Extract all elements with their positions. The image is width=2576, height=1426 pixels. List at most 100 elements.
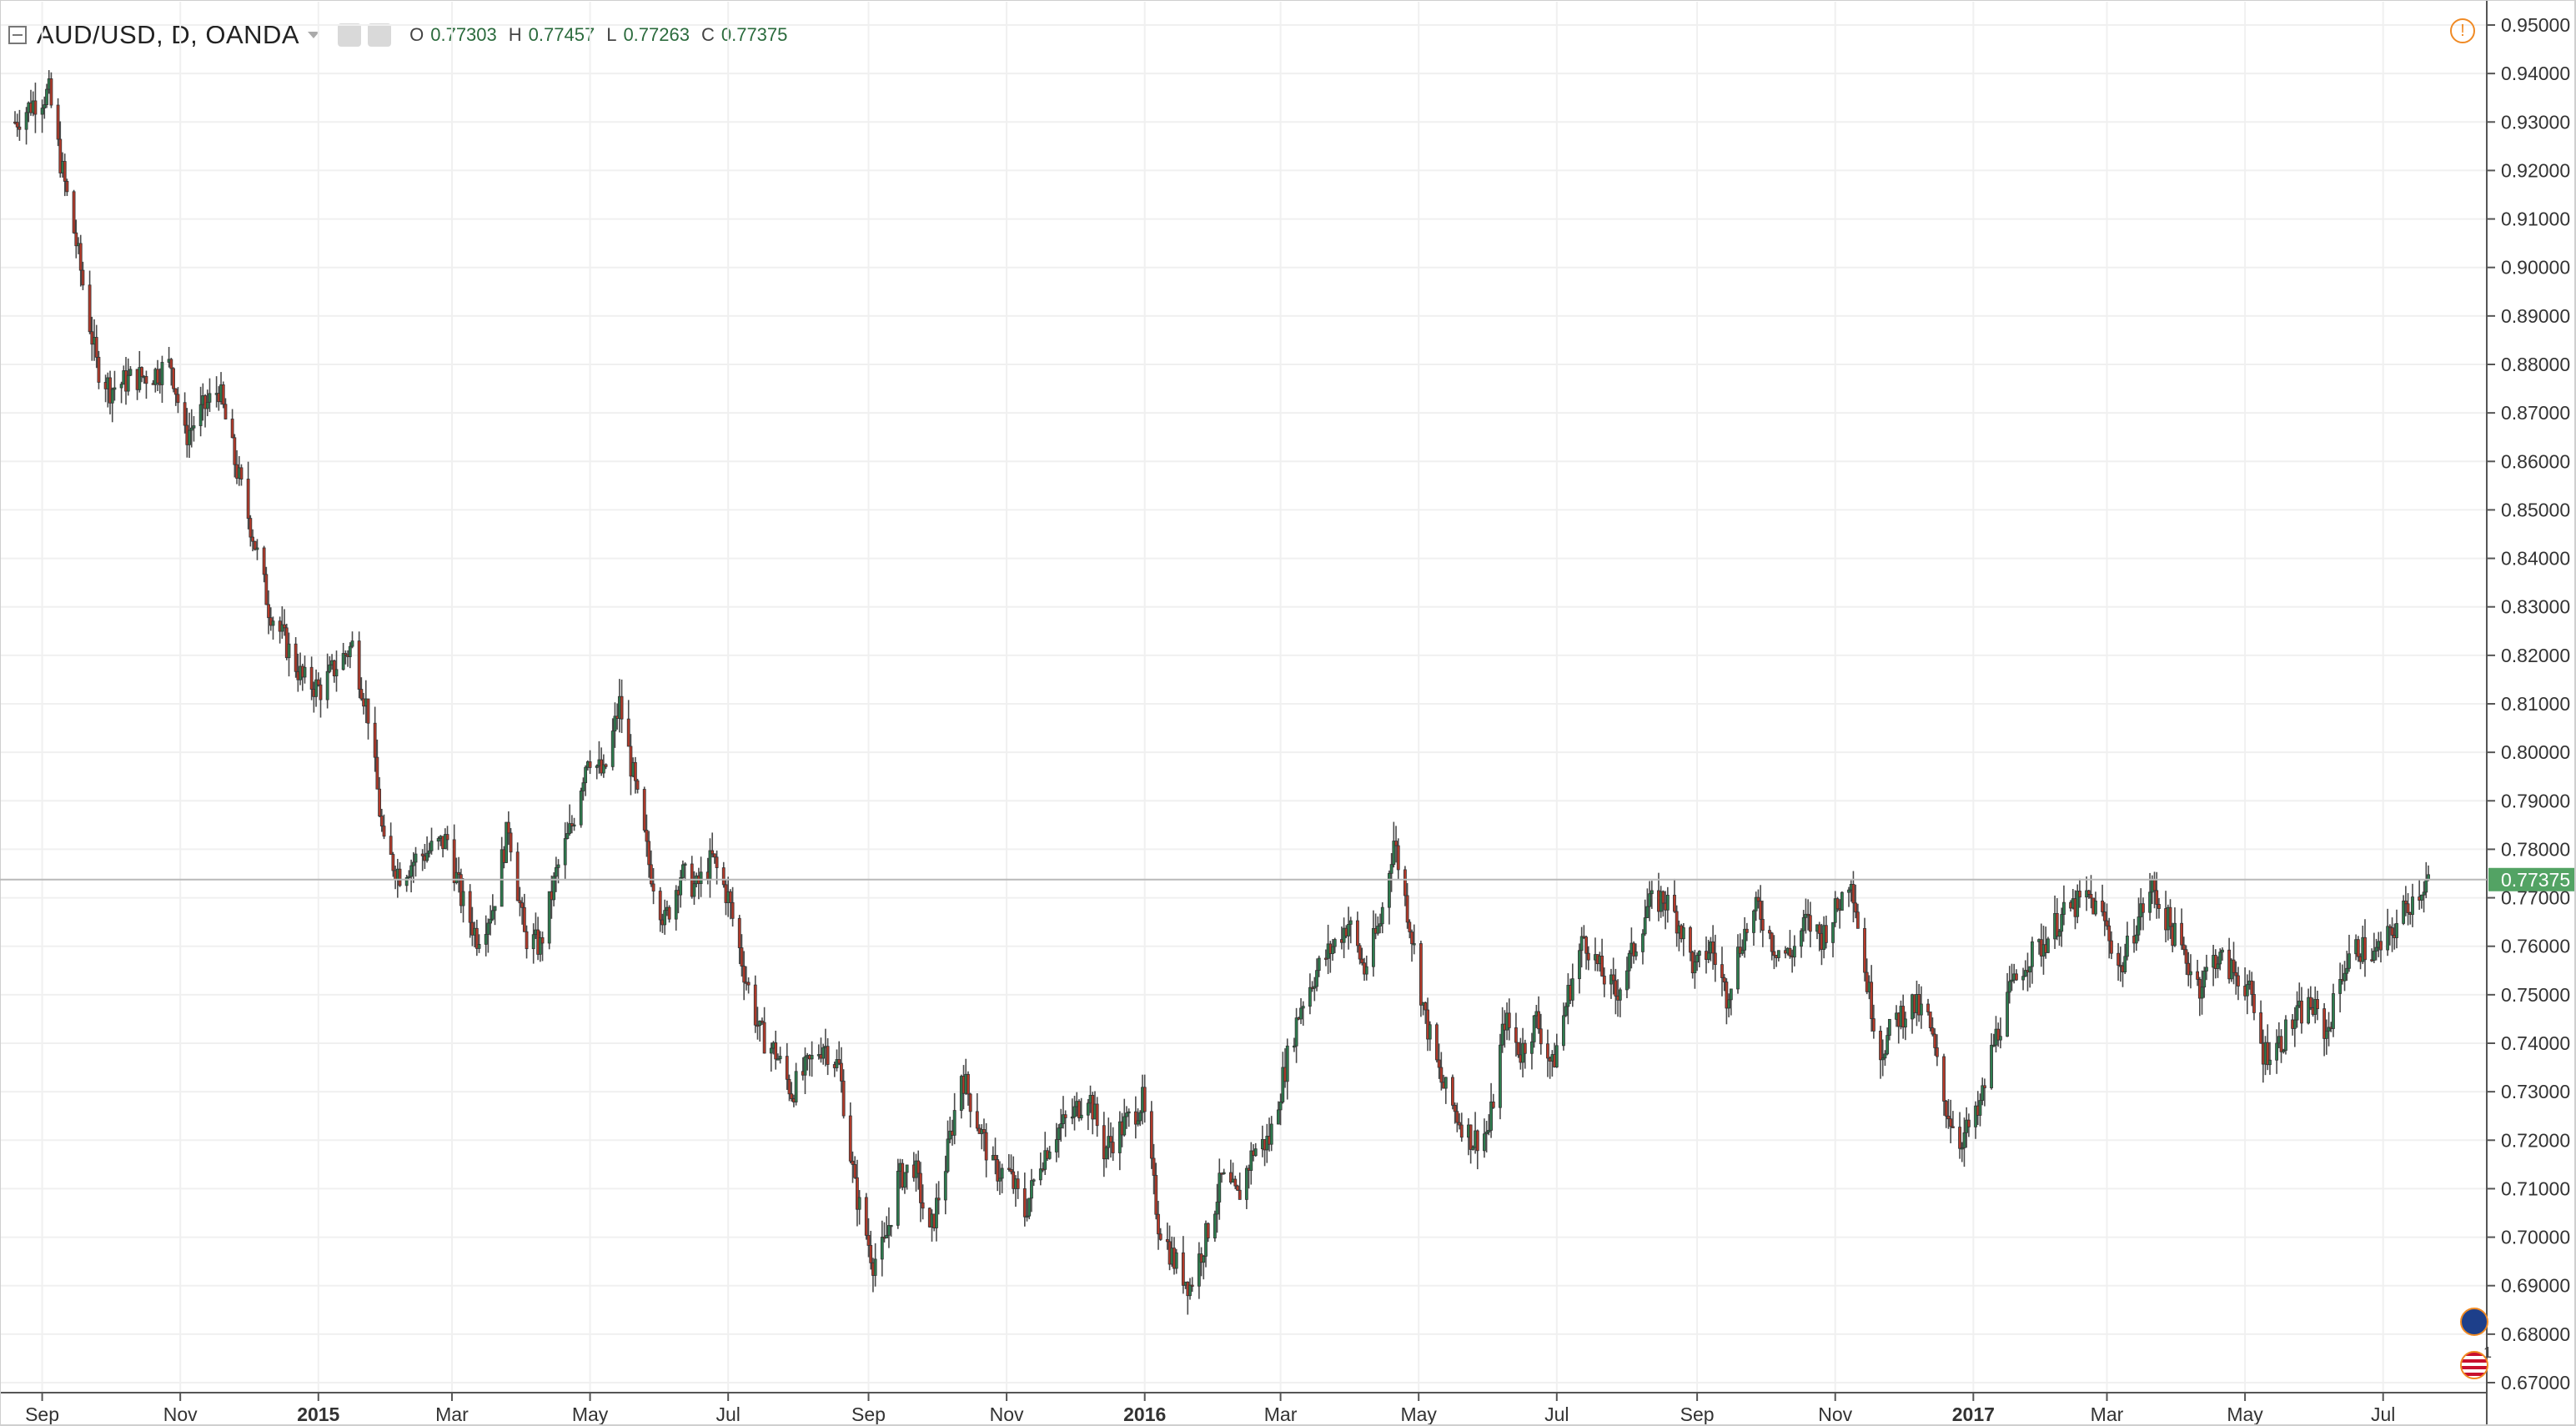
candle-body [2028,966,2032,973]
candle-body [2006,992,2009,1037]
candle-body [2348,953,2351,969]
candle-body [1863,927,1866,973]
candle-body [1824,925,1828,943]
candle-body [1278,1101,1283,1111]
x-tick-label: Nov [163,1403,198,1425]
usa-flag-icon[interactable] [2460,1351,2488,1379]
candle-body [1484,1132,1489,1135]
candle-body [1931,1027,1935,1035]
candle-body [1419,943,1423,1006]
candle-body [554,866,558,877]
candle-body [1062,1114,1065,1124]
candle-body [15,122,19,128]
candle-body [2266,1042,2270,1066]
candle-body [271,620,275,626]
candle-body [1722,977,1726,982]
candle-body [2216,963,2220,969]
x-tick-label: 2016 [1123,1403,1166,1425]
candle-body [1673,894,1676,912]
candle-body [1032,1179,1036,1182]
candle-body [1136,1120,1140,1125]
candle-body [2105,920,2109,926]
candle-body [856,1177,859,1210]
y-tick-label: 0.67000 [2501,1372,2570,1393]
candle-body [737,917,741,948]
candle-body [2245,984,2249,997]
candle-body [996,1159,1000,1182]
candle-body [2395,922,2398,938]
candle-body [642,789,646,831]
candle-body [359,689,364,700]
candle-body [97,356,101,383]
candle-body [1634,951,1638,957]
y-tick-label: 0.91000 [2501,208,2570,230]
candle-body [264,574,269,605]
candle-body [1754,896,1758,911]
candle-body [1469,1124,1473,1150]
candle-body [1047,1152,1052,1159]
candle-body [1030,1180,1033,1199]
candle-body [679,877,683,896]
candle-body [183,402,187,426]
candle-body [1138,1112,1142,1122]
candle-body [552,876,556,901]
candle-body [1394,841,1398,846]
candle-body [1215,1202,1219,1215]
candle-body [1693,962,1697,974]
candle-body [2202,971,2207,988]
candle-body [253,540,257,550]
candle-body [334,669,339,676]
candle-body [454,871,459,883]
candle-body [1483,1133,1486,1152]
candle-body [841,1080,846,1117]
candle-body [905,1164,909,1173]
x-tick-label: Sep [1680,1403,1715,1425]
candle-body [581,782,585,791]
chart-header: AUD/USD, D, OANDA O 0.77303 H 0.77457 L … [0,12,787,58]
collapse-icon[interactable] [8,26,27,44]
candle-body [49,78,53,106]
candle-body [1355,920,1359,946]
candle-body [853,1164,857,1178]
candle-body [1855,911,1860,929]
candle-body [1743,928,1747,951]
candle-body [173,388,178,395]
close-label: C [700,24,715,45]
candle-body [1632,942,1635,957]
candle-body [1117,1121,1122,1153]
candle-body [1760,918,1765,931]
candle-body [649,864,653,885]
candle-body [1410,931,1414,945]
candle-body [2046,938,2050,953]
candle-body [2107,925,2112,941]
candle-body [1133,1111,1137,1125]
candle-body [1360,958,1364,964]
candle-body [943,1171,947,1201]
australia-flag-icon[interactable] [2460,1308,2488,1336]
gear-icon[interactable] [368,23,392,47]
candle-body [1886,1035,1890,1055]
candle-body [667,906,671,920]
candle-body [728,891,732,903]
warning-icon[interactable]: ! [2450,18,2475,43]
candle-body [2402,900,2406,924]
candle-body [350,640,354,647]
open-value: 0.77303 [430,24,497,45]
y-tick-label: 0.93000 [2501,111,2570,133]
candle-body [484,934,488,945]
candle-body [2137,916,2141,936]
candle-body [740,947,744,967]
chevron-down-icon[interactable] [308,32,320,38]
candle-body [1458,1122,1461,1126]
candle-body [1095,1103,1099,1127]
candle-body [620,695,624,720]
camera-icon[interactable] [338,23,362,47]
candle-body [916,1160,921,1174]
candle-body [477,943,481,949]
candle-body [316,679,320,685]
candle-body [1059,1123,1063,1129]
candle-body [445,834,449,841]
candle-body [2117,952,2120,966]
candle-body [2386,926,2390,951]
